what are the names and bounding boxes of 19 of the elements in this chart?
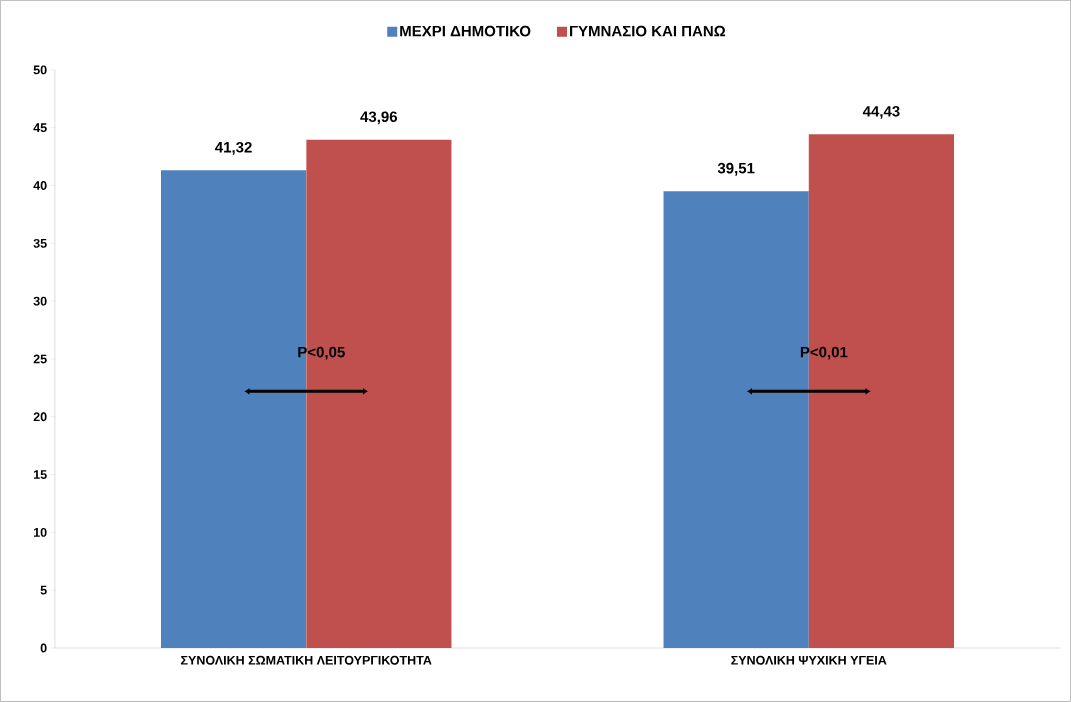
y-tick-label: 40 (33, 181, 47, 190)
x-tick-label: ΣΥΝΟΛΙΚΗ ΨΥΧΙΚΗ ΥΓΕΙΑ (731, 655, 887, 665)
y-tick-label: 35 (33, 238, 47, 248)
y-tick-label: 30 (33, 296, 47, 306)
y-tick-label: 25 (33, 354, 47, 364)
legend-label: ΓΥΜΝΑΣΙΟ ΚΑΙ ΠΑΝΩ (570, 25, 726, 37)
y-tick-label: 15 (33, 470, 47, 479)
data-label: 39,51 (717, 162, 755, 176)
y-tick-label: 45 (33, 123, 47, 133)
x-tick-label: ΣΥΝΟΛΙΚΗ ΣΩΜΑΤΙΚΗ ΛΕΙΤΟΥΡΓΙΚΟΤΗΤΑ (181, 655, 432, 665)
y-tick-label: 5 (40, 585, 47, 595)
data-label: 44,43 (862, 106, 900, 119)
data-label: 41,32 (215, 141, 252, 155)
y-tick-label: 20 (33, 412, 47, 422)
y-tick-label: 50 (33, 65, 47, 75)
y-tick-label: 10 (33, 528, 47, 537)
data-label: 43,96 (360, 111, 398, 125)
legend-label: ΜΕΧΡΙ ΔΗΜΟΤΙΚΟ (400, 25, 531, 37)
y-tick-label: 0 (40, 643, 47, 653)
